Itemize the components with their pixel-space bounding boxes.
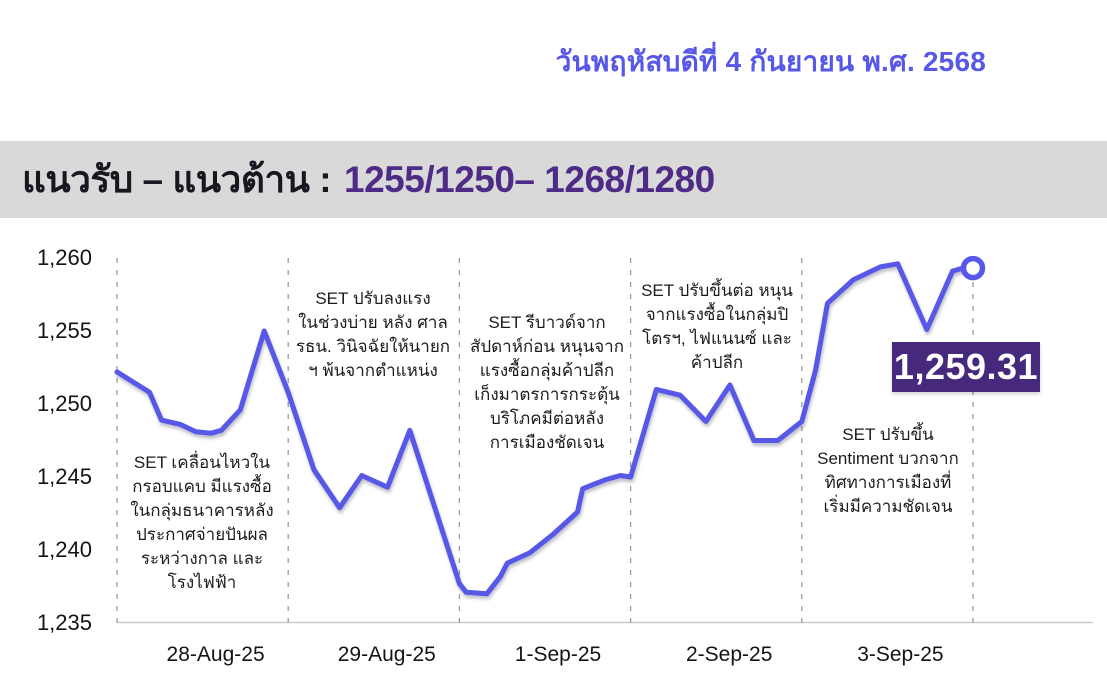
banner-label: แนวรับ – แนวต้าน : — [22, 159, 332, 200]
set-index-line — [114, 261, 976, 597]
y-axis-tick-label: 1,240 — [36, 537, 92, 562]
last-point-marker — [960, 255, 986, 281]
banner-levels-value: 1255/1250– 1268/1280 — [344, 158, 715, 200]
y-axis-tick-label: 1,235 — [36, 610, 92, 635]
chart-annotation-day1: SET เคลื่อนไหวใน กรอบแคบ มีแรงซื้อ ในกลุ… — [130, 453, 274, 592]
y-axis-tick-label: 1,255 — [36, 318, 92, 343]
x-axis-date-label: 29-Aug-25 — [337, 643, 436, 666]
last-value-badge: 1,259.31 — [892, 342, 1040, 392]
x-axis-date-label: 28-Aug-25 — [166, 643, 265, 666]
chart-annotation-day5: SET ปรับขึ้น Sentiment บวกจาก ทิศทางการเ… — [817, 425, 959, 516]
chart-annotation-day2: SET ปรับลงแรง ในช่วงบ่าย หลัง ศาล รธน. ว… — [295, 289, 451, 380]
chart-annotation-day4: SET ปรับขึ้นต่อ หนุน จากแรงซื้อในกลุ่มปิ… — [641, 281, 793, 372]
y-axis-tick-label: 1,250 — [36, 391, 92, 416]
support-resistance-banner: แนวรับ – แนวต้าน : 1255/1250– 1268/1280 — [0, 141, 1107, 218]
y-axis-tick-label: 1,245 — [36, 464, 92, 489]
y-axis-tick-label: 1,260 — [36, 245, 92, 270]
x-axis-date-label: 1-Sep-25 — [514, 643, 602, 666]
report-date: วันพฤหัสบดีที่ 4 กันยายน พ.ศ. 2568 — [555, 46, 986, 77]
x-axis-date-label: 2-Sep-25 — [685, 643, 773, 666]
x-axis-date-label: 3-Sep-25 — [857, 643, 944, 666]
chart-annotation-day3: SET รีบาวด์จาก สัปดาห์ก่อน หนุนจาก แรงซื… — [469, 313, 625, 452]
